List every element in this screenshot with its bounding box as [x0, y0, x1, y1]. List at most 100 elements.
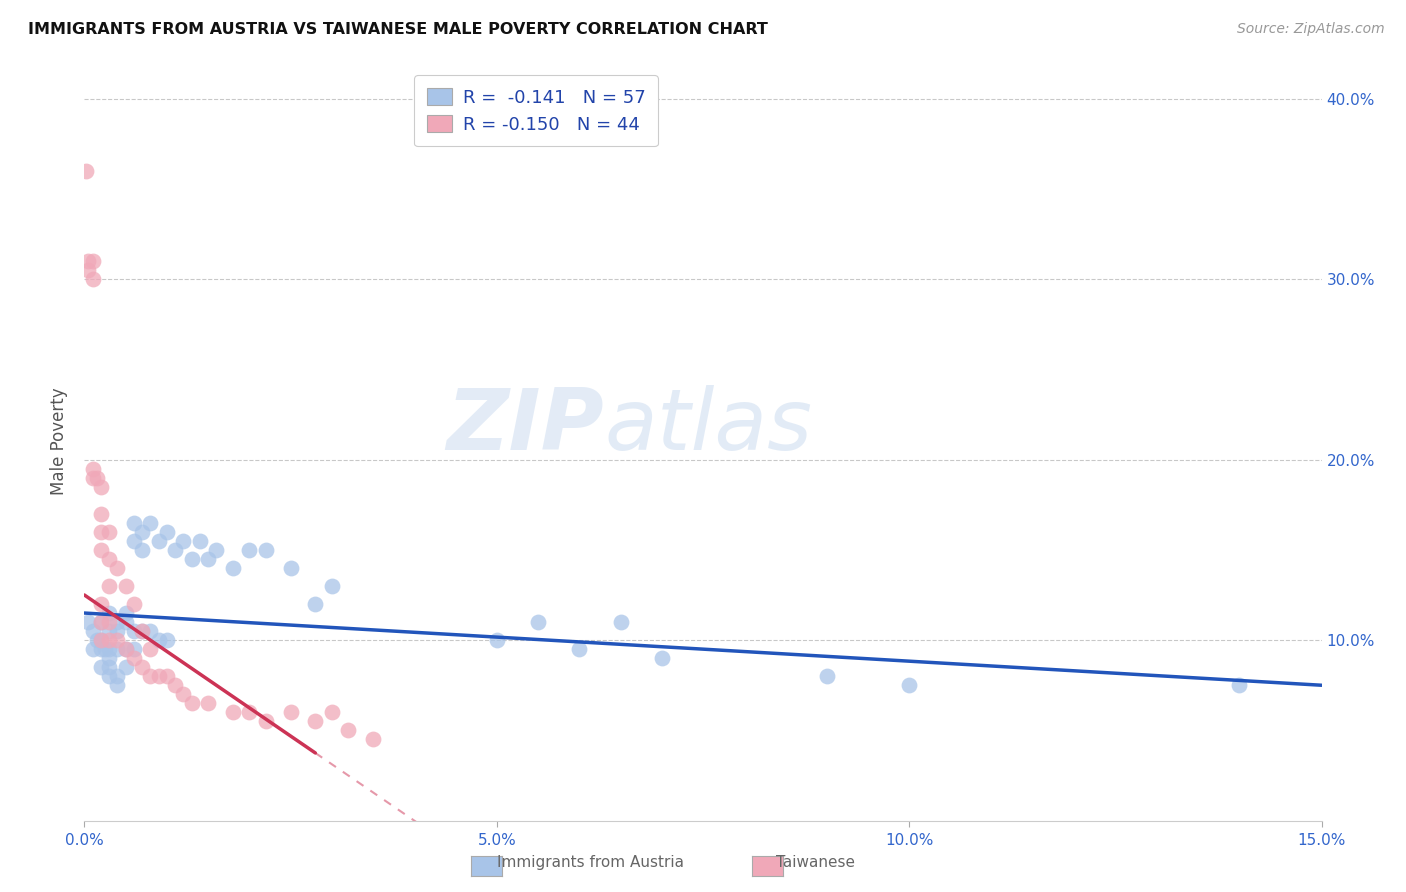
- Point: [105, 669, 128, 683]
- Point: [609, 615, 631, 629]
- Point: [90, 507, 112, 521]
- Point: [238, 542, 260, 557]
- Point: [105, 633, 128, 648]
- Point: [280, 561, 302, 575]
- Point: [321, 706, 343, 720]
- Text: Immigrants from Austria: Immigrants from Austria: [496, 855, 685, 870]
- Point: [122, 533, 145, 548]
- Point: [139, 516, 162, 530]
- Point: [180, 696, 202, 710]
- Point: [122, 516, 145, 530]
- Point: [172, 533, 194, 548]
- Point: [131, 542, 153, 557]
- Point: [172, 687, 194, 701]
- Point: [76, 254, 98, 268]
- Point: [139, 669, 162, 683]
- Point: [98, 552, 121, 566]
- Point: [82, 254, 104, 268]
- Point: [77, 263, 100, 277]
- Point: [254, 714, 277, 729]
- Point: [98, 524, 121, 539]
- Point: [77, 615, 100, 629]
- Point: [122, 642, 145, 657]
- Point: [898, 678, 921, 692]
- Point: [114, 642, 136, 657]
- Point: [165, 678, 187, 692]
- Point: [105, 678, 128, 692]
- Point: [98, 633, 121, 648]
- Point: [114, 606, 136, 620]
- Point: [90, 615, 112, 629]
- Point: [148, 669, 170, 683]
- Point: [98, 669, 121, 683]
- Point: [238, 706, 260, 720]
- Point: [156, 669, 179, 683]
- Point: [361, 732, 384, 747]
- Point: [114, 642, 136, 657]
- Legend: R =  -0.141   N = 57, R = -0.150   N = 44: R = -0.141 N = 57, R = -0.150 N = 44: [413, 75, 658, 146]
- Point: [131, 624, 153, 639]
- Point: [122, 597, 145, 611]
- Point: [188, 533, 211, 548]
- Point: [98, 651, 121, 665]
- Point: [105, 615, 128, 629]
- Point: [82, 642, 104, 657]
- Point: [90, 642, 112, 657]
- Point: [815, 669, 838, 683]
- Point: [98, 642, 121, 657]
- Point: [98, 606, 121, 620]
- Point: [98, 660, 121, 674]
- Point: [485, 633, 508, 648]
- Point: [90, 615, 112, 629]
- Point: [1227, 678, 1250, 692]
- Point: [98, 615, 121, 629]
- Point: [90, 633, 112, 648]
- Point: [139, 624, 162, 639]
- Point: [651, 651, 673, 665]
- Point: [222, 706, 245, 720]
- Point: [94, 642, 117, 657]
- Point: [165, 542, 187, 557]
- Point: [337, 723, 360, 738]
- Text: ZIP: ZIP: [446, 384, 605, 468]
- Point: [304, 714, 326, 729]
- Point: [122, 651, 145, 665]
- Point: [280, 706, 302, 720]
- Point: [90, 542, 112, 557]
- Point: [321, 579, 343, 593]
- Point: [122, 624, 145, 639]
- Point: [148, 533, 170, 548]
- Point: [222, 561, 245, 575]
- Point: [90, 480, 112, 494]
- Point: [254, 542, 277, 557]
- Text: Source: ZipAtlas.com: Source: ZipAtlas.com: [1237, 22, 1385, 37]
- Point: [205, 542, 228, 557]
- Point: [86, 470, 108, 484]
- Point: [156, 633, 179, 648]
- Point: [90, 524, 112, 539]
- Point: [304, 597, 326, 611]
- Point: [139, 642, 162, 657]
- Point: [90, 633, 112, 648]
- Point: [197, 552, 219, 566]
- Point: [105, 624, 128, 639]
- Point: [148, 633, 170, 648]
- Y-axis label: Male Poverty: Male Poverty: [51, 388, 69, 495]
- Point: [114, 660, 136, 674]
- Point: [98, 579, 121, 593]
- Point: [131, 660, 153, 674]
- Point: [114, 579, 136, 593]
- Point: [156, 524, 179, 539]
- Point: [86, 633, 108, 648]
- Point: [82, 470, 104, 484]
- Text: Taiwanese: Taiwanese: [776, 855, 855, 870]
- Point: [75, 163, 97, 178]
- Point: [82, 272, 104, 286]
- Point: [82, 624, 104, 639]
- Point: [131, 524, 153, 539]
- Point: [98, 624, 121, 639]
- Point: [527, 615, 550, 629]
- Point: [568, 642, 591, 657]
- Point: [105, 642, 128, 657]
- Point: [82, 461, 104, 475]
